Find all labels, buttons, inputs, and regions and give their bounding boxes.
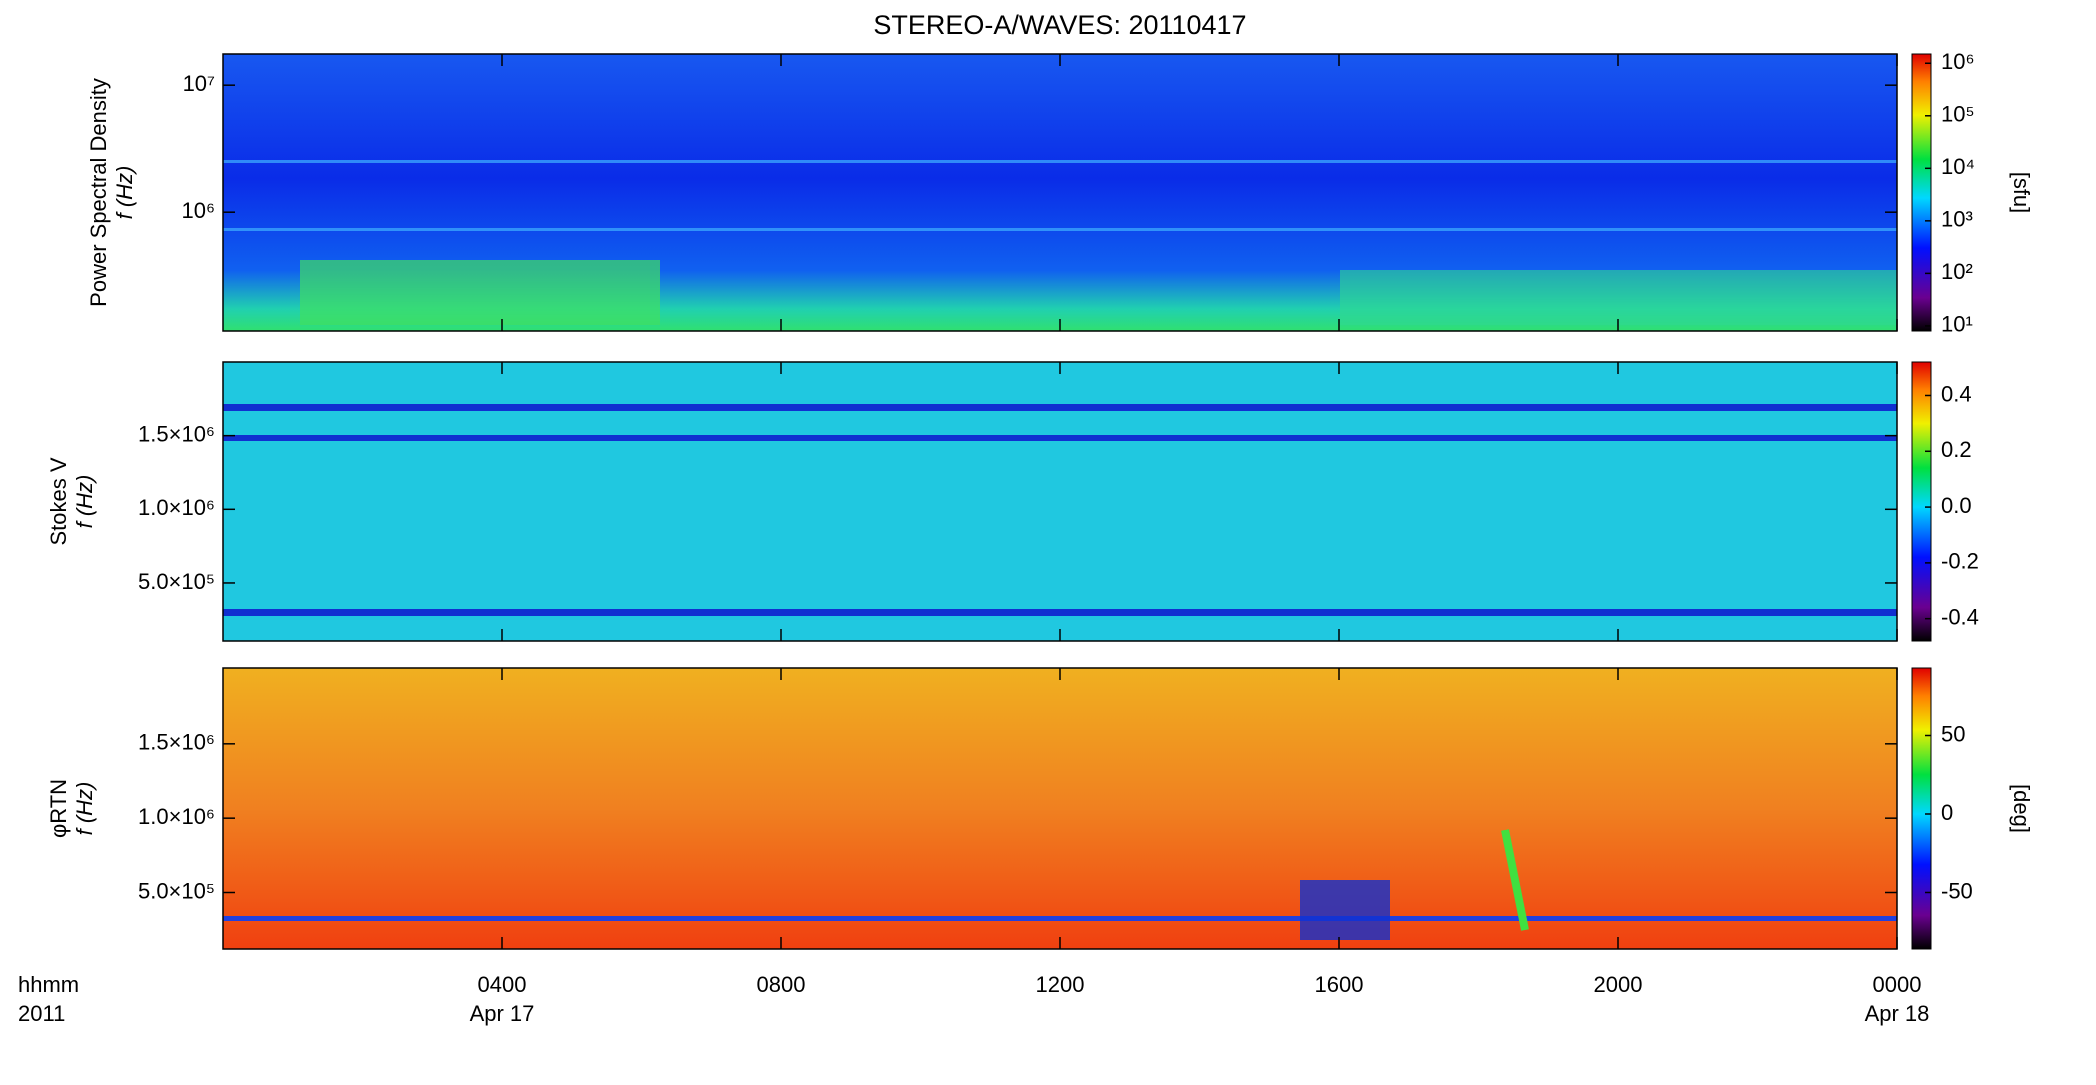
y-axis-label: Stokes V <box>46 457 71 545</box>
colorbar <box>1911 667 1932 950</box>
x-tick-label: 0000 <box>1873 972 1922 997</box>
chart-title: STEREO-A/WAVES: 20110417 <box>873 10 1246 40</box>
y-tick-label: 1.0×10⁶ <box>138 804 215 829</box>
y-axis-label: f (Hz) <box>72 475 97 529</box>
colorbar-tick-label: 50 <box>1941 721 1965 746</box>
x-tick-label: 1200 <box>1036 972 1085 997</box>
colorbar-label: [sfu] <box>2009 172 2034 214</box>
heatmap-decor <box>223 54 1897 949</box>
y-tick-label: 1.5×10⁶ <box>138 421 215 446</box>
y-tick-label: 10⁶ <box>181 198 215 223</box>
x-axis-label: hhmm <box>18 972 79 997</box>
colorbar-tick-label: -0.2 <box>1941 549 1979 574</box>
x-axis-label: 2011 <box>18 1001 65 1026</box>
y-tick-label: 10⁷ <box>183 71 215 96</box>
y-axis-label: f (Hz) <box>112 166 137 220</box>
x-tick-label: 2000 <box>1594 972 1643 997</box>
colorbar-tick-label: 10³ <box>1941 207 1973 232</box>
colorbar-tick-label: -50 <box>1941 878 1973 903</box>
colorbar-tick-label: 0.0 <box>1941 493 1972 518</box>
colorbar-tick-label: 10⁵ <box>1941 102 1975 127</box>
x-tick-label: 0400 <box>478 972 527 997</box>
x-tick-label: 1600 <box>1315 972 1364 997</box>
colorbar-tick-label: 0 <box>1941 800 1953 825</box>
y-tick-label: 5.0×10⁵ <box>138 878 215 903</box>
colorbar-tick-label: -0.4 <box>1941 604 1979 629</box>
colorbar <box>1911 361 1932 642</box>
colorbar-tick-label: 10¹ <box>1941 312 1973 337</box>
colorbar-tick-label: 10⁴ <box>1941 154 1975 179</box>
x-tick-label: 0800 <box>757 972 806 997</box>
colorbar-tick-label: 10² <box>1941 259 1973 284</box>
colorbar-tick-label: 10⁶ <box>1941 49 1975 74</box>
y-axis-label: φRTN <box>46 779 71 838</box>
y-axis-label: f (Hz) <box>72 782 97 836</box>
y-tick-label: 5.0×10⁵ <box>138 569 215 594</box>
colorbar <box>1911 53 1932 332</box>
y-tick-label: 1.5×10⁶ <box>138 730 215 755</box>
y-axis-label: Power Spectral Density <box>86 78 111 307</box>
x-date-label: Apr 17 <box>470 1001 535 1026</box>
x-date-label: Apr 18 <box>1865 1001 1930 1026</box>
y-tick-label: 1.0×10⁶ <box>138 495 215 520</box>
colorbar-label: [deg] <box>2009 784 2034 833</box>
colorbar-tick-label: 0.4 <box>1941 381 1972 406</box>
colorbar-tick-label: 0.2 <box>1941 437 1972 462</box>
